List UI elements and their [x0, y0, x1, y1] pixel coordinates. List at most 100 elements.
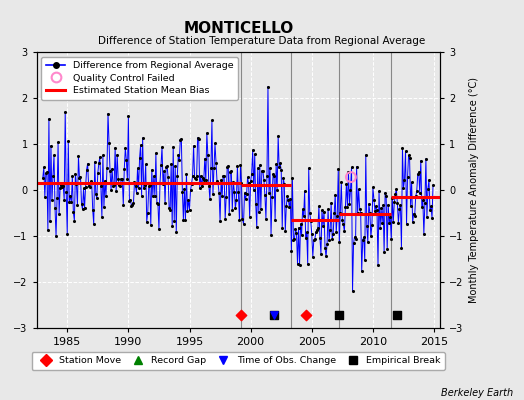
- Point: [239, 220, 248, 227]
- Point: [237, 180, 246, 186]
- Point: [150, 173, 158, 180]
- Point: [57, 182, 66, 188]
- Point: [391, 191, 399, 198]
- Point: [77, 173, 85, 180]
- Point: [384, 201, 392, 208]
- Point: [278, 225, 287, 231]
- Point: [331, 192, 340, 198]
- Point: [422, 156, 430, 162]
- Point: [408, 179, 416, 186]
- Point: [309, 254, 317, 260]
- Point: [299, 213, 308, 220]
- Point: [189, 143, 198, 149]
- Point: [325, 237, 333, 243]
- Point: [246, 178, 255, 184]
- Point: [172, 229, 180, 236]
- Point: [392, 186, 400, 192]
- Point: [133, 165, 141, 171]
- Point: [39, 174, 47, 181]
- Point: [303, 260, 312, 267]
- Point: [222, 194, 231, 200]
- Legend: Station Move, Record Gap, Time of Obs. Change, Empirical Break: Station Move, Record Gap, Time of Obs. C…: [31, 352, 445, 370]
- Point: [353, 210, 362, 216]
- Point: [334, 312, 343, 318]
- Point: [393, 312, 401, 318]
- Point: [101, 177, 109, 184]
- Point: [405, 152, 413, 158]
- Point: [79, 185, 88, 192]
- Point: [273, 187, 281, 193]
- Point: [244, 180, 253, 187]
- Point: [78, 201, 86, 207]
- Point: [406, 155, 414, 162]
- Point: [223, 164, 232, 170]
- Point: [225, 210, 233, 217]
- Point: [196, 172, 205, 179]
- Point: [241, 190, 249, 196]
- Point: [89, 207, 97, 213]
- Point: [163, 163, 171, 170]
- Point: [195, 185, 204, 191]
- Y-axis label: Monthly Temperature Anomaly Difference (°C): Monthly Temperature Anomaly Difference (…: [469, 77, 479, 303]
- Point: [242, 196, 250, 202]
- Point: [135, 155, 144, 161]
- Point: [168, 223, 177, 229]
- Point: [286, 196, 294, 202]
- Point: [426, 206, 434, 213]
- Point: [209, 191, 217, 198]
- Point: [70, 218, 79, 224]
- Point: [99, 152, 107, 158]
- Point: [358, 237, 367, 243]
- Point: [427, 203, 435, 210]
- Point: [111, 144, 119, 151]
- Point: [154, 201, 162, 208]
- Point: [292, 230, 301, 236]
- Point: [106, 168, 114, 174]
- Point: [234, 189, 243, 196]
- Point: [277, 167, 286, 174]
- Point: [202, 177, 210, 184]
- Point: [115, 182, 123, 188]
- Point: [180, 186, 189, 193]
- Point: [329, 230, 337, 237]
- Point: [102, 193, 110, 199]
- Point: [176, 136, 184, 143]
- Point: [78, 206, 86, 212]
- Point: [301, 312, 310, 318]
- Point: [312, 229, 320, 236]
- Point: [151, 192, 159, 199]
- Point: [126, 196, 135, 203]
- Point: [170, 218, 178, 224]
- Point: [293, 261, 302, 267]
- Point: [428, 215, 436, 221]
- Point: [341, 204, 350, 210]
- Point: [348, 288, 357, 294]
- Point: [236, 162, 245, 168]
- Point: [66, 192, 74, 199]
- Text: Berkeley Earth: Berkeley Earth: [441, 388, 514, 398]
- Point: [368, 222, 376, 229]
- Point: [211, 140, 219, 147]
- Point: [343, 203, 352, 210]
- Point: [366, 210, 374, 216]
- Point: [104, 110, 112, 117]
- Point: [283, 193, 291, 200]
- Point: [114, 175, 123, 182]
- Point: [412, 188, 421, 195]
- Point: [213, 178, 221, 184]
- Point: [205, 183, 213, 189]
- Point: [337, 179, 345, 186]
- Point: [289, 237, 298, 243]
- Point: [144, 210, 152, 216]
- Point: [125, 198, 134, 204]
- Point: [378, 220, 386, 226]
- Point: [270, 312, 278, 318]
- Point: [46, 218, 54, 224]
- Point: [218, 192, 226, 199]
- Point: [272, 161, 280, 168]
- Point: [304, 165, 313, 171]
- Point: [214, 180, 222, 186]
- Point: [263, 173, 271, 179]
- Point: [285, 204, 293, 210]
- Point: [308, 231, 316, 238]
